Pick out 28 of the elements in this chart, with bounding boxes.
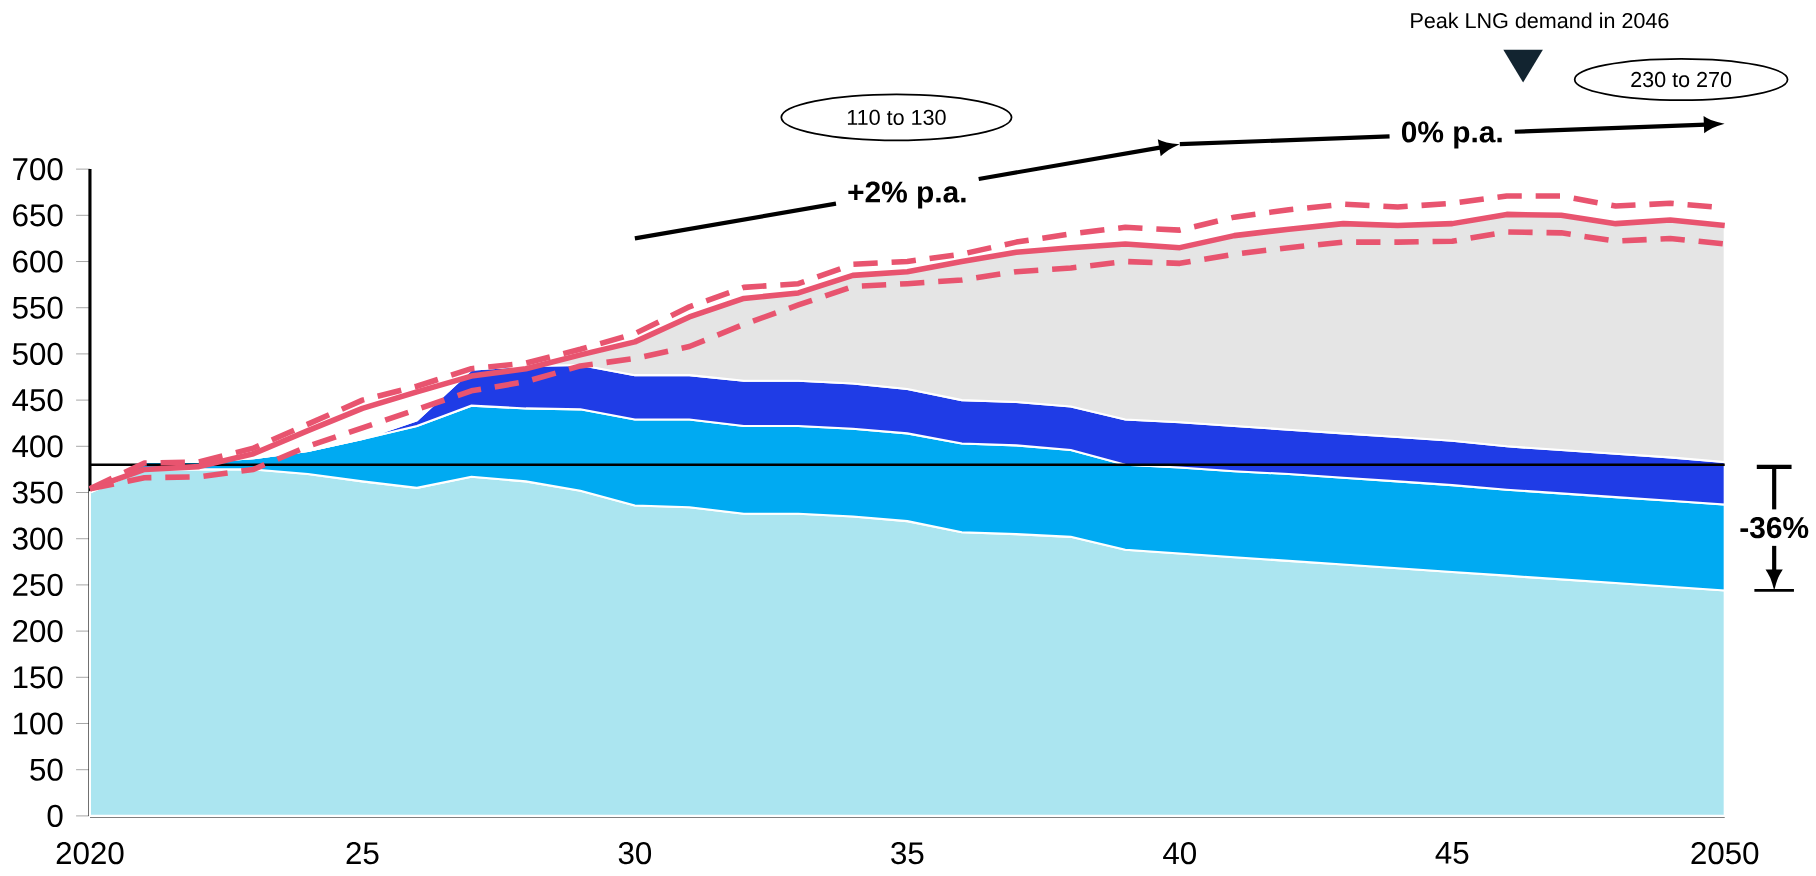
- text: 0% p.a.: [1401, 121, 1502, 149]
- y-tick-label: 200: [13, 620, 63, 643]
- x-tick-label: 30: [618, 842, 652, 865]
- y-tick-label: 350: [12, 481, 63, 504]
- annotation: +2% p.a.: [848, 181, 966, 209]
- x-tick-label: 40: [1163, 842, 1196, 865]
- x-tick-label: 35: [891, 842, 924, 865]
- y-tick-label: 300: [12, 527, 63, 550]
- x-tick-label: 45: [1435, 842, 1469, 865]
- y-tick-label: 550: [12, 296, 63, 319]
- text: -36%: [1740, 517, 1809, 539]
- x-tick-label: 2050: [1691, 842, 1759, 865]
- x-tick-label: 2020: [56, 842, 124, 865]
- y-tick-label: 650: [13, 204, 63, 227]
- y-tick-label: 500: [12, 342, 63, 366]
- y-tick-label: 600: [13, 250, 63, 273]
- x-tick-label: 25: [346, 842, 379, 865]
- text: Peak LNG demand in 2046: [1411, 12, 1669, 29]
- y-tick-label: 400: [12, 435, 63, 458]
- y-tick-label: 50: [30, 758, 63, 781]
- text: 110 to 130: [847, 109, 946, 126]
- y-tick-label: 100: [13, 712, 63, 735]
- y-tick-label: 700: [13, 158, 63, 181]
- y-tick-label: 0: [47, 804, 63, 828]
- text: 230 to 270: [1631, 71, 1732, 88]
- y-tick-label: 450: [12, 389, 63, 412]
- y-tick-label: 250: [13, 573, 63, 597]
- y-tick-label: 150: [13, 666, 63, 689]
